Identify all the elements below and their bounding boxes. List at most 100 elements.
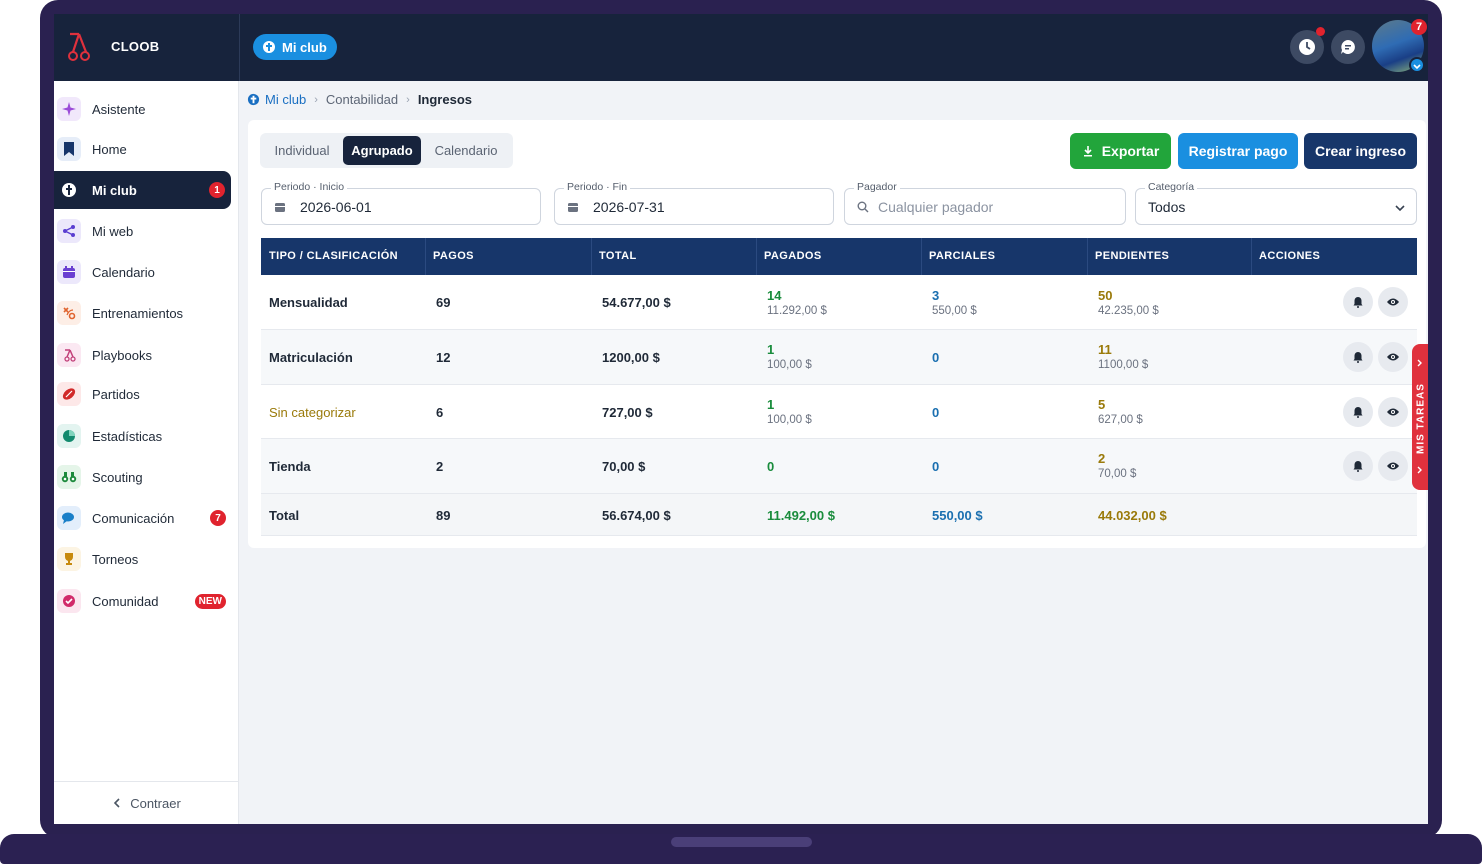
cell-pagados: 1 [767, 342, 775, 357]
sidebar-badge: 1 [209, 182, 225, 198]
cell-parciales-amount: 550,00 $ [932, 305, 977, 317]
sidebar-item-label: Partidos [92, 386, 140, 402]
table-total-row: Total 89 56.674,00 $ 11.492,00 $ 550,00 … [261, 494, 1417, 536]
create-income-button[interactable]: Crear ingreso [1304, 133, 1417, 169]
bell-icon[interactable] [1343, 397, 1373, 427]
cell-pagados-amount: 11.292,00 $ [767, 305, 827, 317]
income-card: Individual Agrupado Calendario Exportar … [248, 120, 1426, 548]
my-tasks-tab[interactable] [1412, 344, 1428, 490]
cell-total-label: Total [269, 508, 300, 523]
sidebar-item-asistente[interactable]: Asistente [54, 90, 231, 128]
export-button[interactable]: Exportar [1070, 133, 1171, 169]
sidebar-item-mi-club[interactable]: Mi club 1 [54, 171, 231, 209]
eye-icon[interactable] [1378, 451, 1408, 481]
tab-agrupado[interactable]: Agrupado [343, 136, 421, 165]
cell-total-pendientes: 44.032,00 $ [1098, 508, 1167, 523]
sidebar-item-comunidad[interactable]: Comunidad NEW [54, 582, 231, 620]
calendar-icon [57, 260, 81, 284]
cell-pagados: 1 [767, 397, 775, 412]
playbook-icon [57, 343, 81, 367]
sidebar-item-mi-web[interactable]: Mi web [54, 212, 231, 250]
sidebar-item-home[interactable]: Home [54, 130, 231, 168]
breadcrumb-middle[interactable]: Contabilidad [325, 92, 399, 107]
bell-icon[interactable] [1343, 451, 1373, 481]
breadcrumb-root[interactable]: Mi club [247, 92, 306, 107]
messages-button[interactable] [1331, 30, 1365, 64]
column-divider [1087, 238, 1088, 275]
sidebar-item-torneos[interactable]: Torneos [54, 540, 231, 578]
cell-pendientes: 5 [1098, 397, 1106, 412]
sidebar-item-label: Asistente [92, 101, 146, 117]
sidebar-item-scouting[interactable]: Scouting [54, 458, 231, 496]
col-header-pagados: PAGADOS [764, 250, 822, 262]
table-row[interactable]: Matriculación 12 1200,00 $ 1 100,00 $ 0 … [261, 330, 1417, 385]
notification-dot [1316, 27, 1325, 36]
collapse-sidebar-button[interactable]: Contraer [54, 781, 239, 824]
tactics-icon [57, 301, 81, 325]
sidebar-item-label: Torneos [92, 551, 139, 567]
table-row[interactable]: Mensualidad 69 54.677,00 $ 14 11.292,00 … [261, 275, 1417, 330]
cloob-logo-icon [68, 32, 90, 61]
period-end-field[interactable]: Periodo · Fin 2026-07-31 [554, 181, 834, 225]
payer-search-input[interactable]: Pagador Cualquier pagador [844, 181, 1126, 225]
bell-icon[interactable] [1343, 287, 1373, 317]
column-divider [921, 238, 922, 275]
sidebar-item-playbooks[interactable]: Playbooks [54, 336, 231, 374]
football-helmet-icon [57, 178, 81, 202]
sidebar-item-label: Playbooks [92, 347, 152, 363]
field-label: Pagador [854, 181, 900, 193]
table-row[interactable]: Sin categorizar 6 727,00 $ 1 100,00 $ 0 … [261, 385, 1417, 439]
cell-total-parciales: 550,00 $ [932, 508, 983, 523]
chevron-down-icon [1395, 205, 1405, 212]
tab-calendario[interactable]: Calendario [434, 143, 498, 158]
cell-pendientes: 2 [1098, 451, 1106, 466]
col-header-tipo: TIPO / CLASIFICACIÓN [269, 250, 398, 262]
sidebar-item-label: Mi club [92, 182, 137, 198]
eye-icon[interactable] [1378, 287, 1408, 317]
view-segmented-control: Individual Agrupado Calendario [260, 133, 513, 168]
payer-placeholder: Cualquier pagador [878, 199, 994, 215]
clock-icon [1299, 39, 1315, 55]
tab-individual[interactable]: Individual [274, 143, 330, 158]
cell-parciales: 0 [932, 350, 940, 365]
search-icon [857, 201, 869, 213]
period-start-field[interactable]: Periodo · Inicio 2026-06-01 [261, 181, 541, 225]
sidebar-item-comunicacion[interactable]: Comunicación 7 [54, 499, 231, 537]
cell-parciales: 0 [932, 405, 940, 420]
table-header: TIPO / CLASIFICACIÓN PAGOS TOTAL PAGADOS… [261, 238, 1417, 275]
eye-icon[interactable] [1378, 342, 1408, 372]
sidebar-item-estadisticas[interactable]: Estadísticas [54, 417, 231, 455]
column-divider [591, 238, 592, 275]
bell-icon[interactable] [1343, 342, 1373, 372]
download-icon [1083, 146, 1092, 157]
breadcrumb-root-label: Mi club [265, 92, 307, 107]
period-start-value: 2026-06-01 [300, 199, 372, 215]
chevron-right-icon [1417, 466, 1422, 474]
new-badge: NEW [194, 593, 226, 609]
my-club-pill[interactable]: Mi club [253, 34, 337, 60]
cell-total-total: 56.674,00 $ [602, 508, 671, 523]
category-value: Todos [1148, 199, 1186, 215]
my-tasks-label: MIS TAREAS [1415, 383, 1427, 455]
eye-icon[interactable] [1378, 397, 1408, 427]
sidebar-item-entrenamientos[interactable]: Entrenamientos [54, 294, 231, 332]
category-select[interactable]: Categoría Todos [1135, 181, 1417, 225]
col-header-parciales: PARCIALES [929, 250, 996, 262]
table-row[interactable]: Tienda 2 70,00 $ 0 0 2 70,00 $ [261, 439, 1417, 494]
sidebar-item-label: Scouting [92, 469, 143, 485]
sidebar-item-partidos[interactable]: Partidos [54, 375, 231, 413]
register-payment-button[interactable]: Registrar pago [1178, 133, 1298, 169]
chevron-down-icon[interactable] [1409, 57, 1425, 73]
field-label: Periodo · Fin [564, 181, 631, 193]
cell-parciales: 3 [932, 288, 940, 303]
brand[interactable]: CLOOB [54, 14, 240, 81]
calendar-icon [275, 203, 285, 212]
cell-tipo: Matriculación [269, 350, 353, 365]
laptop-notch [671, 837, 812, 847]
sidebar-item-calendario[interactable]: Calendario [54, 253, 231, 291]
top-bar: CLOOB Mi club 7 [54, 14, 1428, 81]
cell-total: 54.677,00 $ [602, 295, 671, 310]
column-divider [1251, 238, 1252, 275]
collapse-label: Contraer [130, 795, 181, 811]
chevron-left-icon [114, 798, 120, 808]
